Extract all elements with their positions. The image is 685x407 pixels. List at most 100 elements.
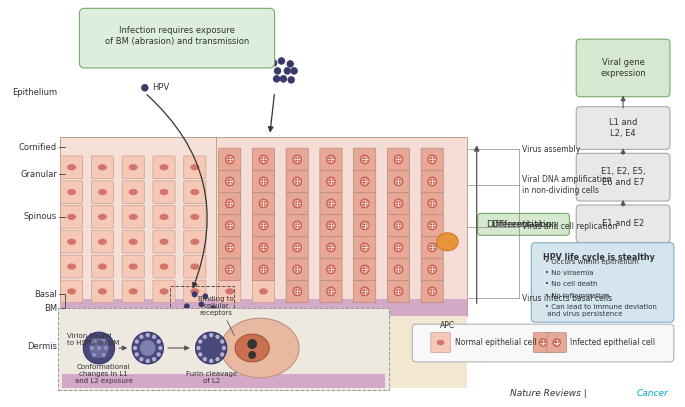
Ellipse shape bbox=[328, 201, 334, 206]
FancyBboxPatch shape bbox=[388, 280, 410, 303]
Ellipse shape bbox=[227, 179, 232, 184]
FancyBboxPatch shape bbox=[122, 156, 145, 179]
FancyBboxPatch shape bbox=[286, 236, 308, 259]
FancyBboxPatch shape bbox=[219, 280, 241, 303]
Ellipse shape bbox=[67, 239, 76, 245]
FancyBboxPatch shape bbox=[286, 192, 308, 215]
Ellipse shape bbox=[362, 289, 367, 293]
Circle shape bbox=[273, 75, 280, 83]
Text: • No inflammation: • No inflammation bbox=[545, 293, 610, 299]
Ellipse shape bbox=[429, 245, 435, 249]
Circle shape bbox=[220, 339, 224, 344]
Text: Differentiation: Differentiation bbox=[490, 220, 556, 229]
FancyBboxPatch shape bbox=[534, 333, 553, 352]
Circle shape bbox=[158, 346, 162, 350]
FancyBboxPatch shape bbox=[153, 156, 175, 179]
Circle shape bbox=[209, 333, 213, 337]
Text: HPV: HPV bbox=[153, 83, 170, 92]
Circle shape bbox=[157, 339, 161, 344]
Ellipse shape bbox=[160, 263, 169, 270]
Ellipse shape bbox=[98, 164, 107, 171]
Text: Basal: Basal bbox=[34, 290, 57, 299]
Text: Infected epithelial cell: Infected epithelial cell bbox=[571, 338, 656, 347]
Ellipse shape bbox=[67, 263, 76, 270]
FancyBboxPatch shape bbox=[252, 280, 275, 303]
Ellipse shape bbox=[362, 179, 367, 184]
FancyBboxPatch shape bbox=[122, 181, 145, 204]
Ellipse shape bbox=[429, 223, 435, 228]
Ellipse shape bbox=[295, 223, 300, 228]
Text: Spinous: Spinous bbox=[24, 212, 57, 221]
FancyBboxPatch shape bbox=[320, 192, 342, 215]
FancyBboxPatch shape bbox=[576, 107, 670, 149]
Ellipse shape bbox=[227, 223, 232, 228]
Ellipse shape bbox=[328, 289, 334, 293]
Ellipse shape bbox=[396, 201, 401, 206]
Circle shape bbox=[198, 352, 202, 357]
FancyBboxPatch shape bbox=[60, 230, 83, 253]
FancyBboxPatch shape bbox=[91, 206, 114, 228]
Ellipse shape bbox=[98, 214, 107, 220]
Circle shape bbox=[197, 346, 201, 350]
Ellipse shape bbox=[436, 233, 458, 251]
Ellipse shape bbox=[225, 288, 234, 295]
FancyBboxPatch shape bbox=[122, 280, 145, 303]
FancyBboxPatch shape bbox=[184, 181, 206, 204]
Circle shape bbox=[203, 357, 207, 361]
Circle shape bbox=[202, 293, 208, 299]
Ellipse shape bbox=[129, 189, 138, 195]
FancyBboxPatch shape bbox=[91, 230, 114, 253]
Ellipse shape bbox=[261, 201, 266, 206]
Text: Infection requires exposure
of BM (abrasion) and transmission: Infection requires exposure of BM (abras… bbox=[105, 26, 249, 46]
Circle shape bbox=[270, 59, 277, 67]
Ellipse shape bbox=[362, 158, 367, 162]
FancyBboxPatch shape bbox=[286, 170, 308, 193]
Circle shape bbox=[203, 335, 207, 339]
Circle shape bbox=[274, 67, 282, 75]
Circle shape bbox=[135, 352, 139, 357]
FancyBboxPatch shape bbox=[477, 213, 569, 235]
FancyBboxPatch shape bbox=[60, 255, 83, 278]
Ellipse shape bbox=[295, 245, 300, 249]
Circle shape bbox=[97, 346, 101, 350]
Circle shape bbox=[215, 357, 220, 361]
Circle shape bbox=[288, 76, 295, 83]
FancyBboxPatch shape bbox=[122, 255, 145, 278]
Ellipse shape bbox=[129, 263, 138, 270]
Ellipse shape bbox=[98, 288, 107, 295]
Ellipse shape bbox=[190, 164, 199, 171]
FancyBboxPatch shape bbox=[421, 280, 443, 303]
Ellipse shape bbox=[67, 189, 76, 195]
FancyBboxPatch shape bbox=[353, 280, 376, 303]
Ellipse shape bbox=[396, 179, 401, 184]
Ellipse shape bbox=[98, 263, 107, 270]
Ellipse shape bbox=[328, 158, 334, 162]
Circle shape bbox=[92, 339, 96, 343]
FancyBboxPatch shape bbox=[252, 258, 275, 281]
FancyBboxPatch shape bbox=[353, 170, 376, 193]
Circle shape bbox=[90, 346, 95, 350]
FancyBboxPatch shape bbox=[320, 170, 342, 193]
Circle shape bbox=[89, 338, 109, 358]
FancyBboxPatch shape bbox=[252, 236, 275, 259]
Ellipse shape bbox=[362, 223, 367, 228]
Ellipse shape bbox=[160, 288, 169, 295]
Circle shape bbox=[141, 84, 149, 92]
Ellipse shape bbox=[295, 158, 300, 162]
Text: APC: APC bbox=[440, 321, 455, 330]
Bar bbox=[141, 138, 467, 316]
FancyBboxPatch shape bbox=[219, 148, 241, 171]
Ellipse shape bbox=[328, 179, 334, 184]
FancyBboxPatch shape bbox=[60, 280, 83, 303]
FancyBboxPatch shape bbox=[153, 280, 175, 303]
FancyBboxPatch shape bbox=[353, 192, 376, 215]
Bar bbox=[60, 314, 467, 316]
Ellipse shape bbox=[160, 189, 169, 195]
Ellipse shape bbox=[98, 239, 107, 245]
FancyBboxPatch shape bbox=[320, 280, 342, 303]
Circle shape bbox=[139, 335, 144, 339]
Ellipse shape bbox=[541, 341, 545, 344]
Ellipse shape bbox=[129, 288, 138, 295]
FancyBboxPatch shape bbox=[184, 230, 206, 253]
FancyBboxPatch shape bbox=[431, 333, 450, 352]
